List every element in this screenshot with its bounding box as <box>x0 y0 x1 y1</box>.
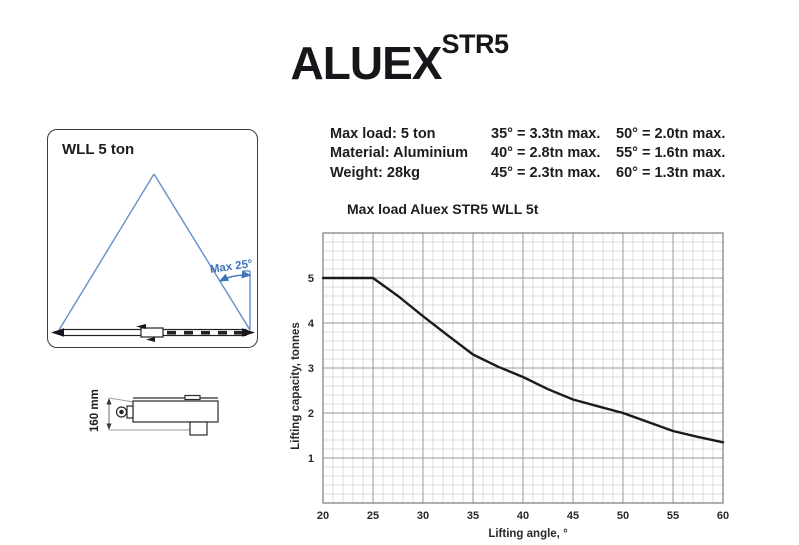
dimension-label: 160 mm <box>89 389 101 432</box>
wll-diagram-box: WLL 5 ton Max 25° <box>47 129 258 348</box>
svg-text:45: 45 <box>567 510 579 522</box>
page-title: ALUEXSTR5 <box>0 29 799 90</box>
svg-text:25: 25 <box>367 510 379 522</box>
spreader-beam <box>51 324 255 342</box>
svg-text:2: 2 <box>308 408 314 420</box>
spec-angle-40: 40° = 2.8tn max. <box>491 145 601 162</box>
svg-text:20: 20 <box>317 510 329 522</box>
svg-text:60: 60 <box>717 510 729 522</box>
svg-text:50: 50 <box>617 510 629 522</box>
capacity-chart: 20 25 30 35 40 45 50 55 60 1 2 3 4 5 Lifting angle, ° L… <box>280 225 750 543</box>
rigging-triangle-diagram: Max 25° <box>51 173 255 342</box>
svg-text:55: 55 <box>667 510 679 522</box>
beam-side-view: 160 mm <box>85 386 220 453</box>
spec-angle-35: 35° = 3.3tn max. <box>491 126 601 142</box>
chart-title: Max load Aluex STR5 WLL 5t <box>347 201 539 217</box>
spec-weight: Weight: 28kg <box>330 164 420 181</box>
svg-text:30: 30 <box>417 510 429 522</box>
brand-name: ALUEX <box>290 37 443 89</box>
svg-text:3: 3 <box>308 363 314 375</box>
svg-text:40: 40 <box>517 510 529 522</box>
spec-angle-55: 55° = 1.6tn max. <box>616 145 726 162</box>
svg-text:1: 1 <box>308 453 314 465</box>
specs-angle-capacities-2: 50° = 2.0tn max. 55° = 1.6tn max. 60° = … <box>616 125 725 183</box>
specs-general: Max load: 5 ton Material: Aluminium Weig… <box>330 125 468 183</box>
sling-lines <box>58 173 251 331</box>
svg-text:4: 4 <box>308 318 315 330</box>
beam-adjustment-holes <box>167 330 242 335</box>
spec-angle-50: 50° = 2.0tn max. <box>616 126 726 142</box>
max-angle-label: Max 25° <box>209 258 254 276</box>
max-angle-arc <box>218 270 252 282</box>
beam-side-view-diagram: 160 mm <box>89 389 219 436</box>
beam-profile <box>115 394 219 436</box>
svg-text:Lifting angle, °: Lifting angle, ° <box>488 528 568 540</box>
model-name: STR5 <box>441 29 509 59</box>
svg-text:35: 35 <box>467 510 479 522</box>
specs-angle-capacities-1: 35° = 3.3tn max. 40° = 2.8tn max. 45° = … <box>491 125 600 183</box>
wll-label: WLL 5 ton <box>62 141 135 158</box>
spec-angle-45: 45° = 2.3tn max. <box>491 164 601 181</box>
svg-text:5: 5 <box>308 273 314 285</box>
spec-angle-60: 60° = 1.3tn max. <box>616 164 726 181</box>
svg-text:Lifting capacity, tonnes: Lifting capacity, tonnes <box>290 322 302 450</box>
spec-material: Material: Aluminium <box>330 145 469 162</box>
spec-max-load: Max load: 5 ton <box>330 126 436 142</box>
